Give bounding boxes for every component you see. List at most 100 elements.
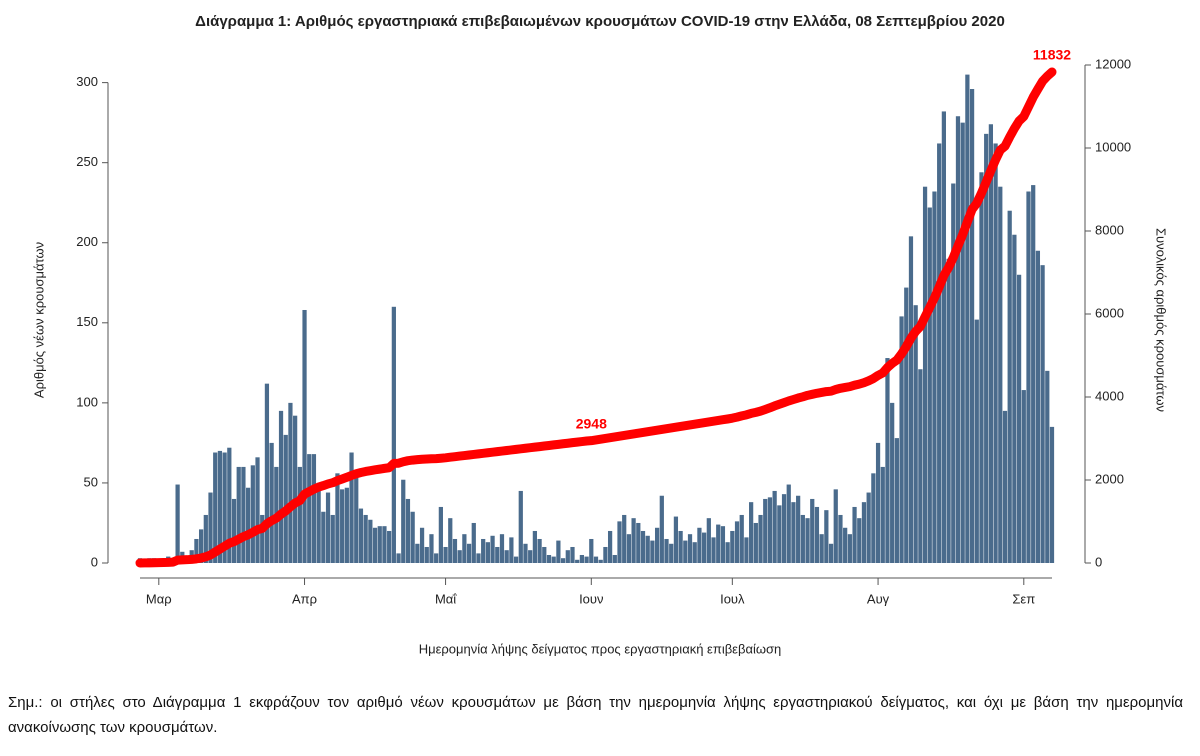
- bar: [843, 527, 848, 563]
- bar: [753, 522, 758, 563]
- y2-tick-label: 0: [1095, 554, 1102, 569]
- bar: [927, 207, 932, 563]
- bar: [457, 550, 462, 563]
- bar: [791, 502, 796, 563]
- bar: [1040, 265, 1045, 563]
- bar: [434, 553, 439, 563]
- bar: [1049, 426, 1055, 563]
- y-axis-label: Αριθμός νέων κρουσμάτων: [31, 242, 46, 398]
- bar: [213, 452, 218, 563]
- bar: [419, 527, 425, 563]
- bar: [692, 542, 697, 563]
- bar: [951, 183, 956, 563]
- bar: [965, 74, 970, 563]
- bar: [579, 554, 585, 563]
- y-tick-label: 0: [91, 554, 98, 569]
- bar: [556, 540, 561, 563]
- bar: [711, 537, 716, 563]
- bar: [330, 514, 335, 563]
- bar: [537, 538, 542, 563]
- bar: [669, 543, 674, 563]
- bar: [236, 466, 241, 563]
- x-tick-label: Ιουν: [579, 591, 603, 606]
- bar: [476, 553, 481, 563]
- bar: [231, 498, 237, 563]
- bar: [396, 553, 401, 563]
- bar: [885, 358, 890, 563]
- bar: [217, 450, 223, 563]
- bar: [913, 305, 918, 563]
- bar: [664, 538, 669, 563]
- bar: [852, 506, 857, 563]
- bar: [833, 489, 838, 563]
- bar: [749, 502, 754, 563]
- bar: [847, 534, 852, 563]
- bar: [1016, 274, 1022, 563]
- bar: [448, 518, 453, 563]
- bar: [203, 514, 208, 563]
- bar: [1026, 191, 1031, 564]
- bar: [532, 530, 538, 563]
- bar: [767, 497, 773, 563]
- bar: [452, 538, 458, 563]
- bar: [499, 534, 505, 563]
- bar: [509, 537, 514, 563]
- bar: [387, 530, 392, 563]
- bar: [622, 514, 627, 563]
- bar: [307, 454, 312, 563]
- bar: [777, 505, 782, 563]
- bar: [1035, 250, 1041, 563]
- bar: [363, 514, 368, 563]
- bar: [255, 457, 260, 563]
- bar: [410, 511, 415, 563]
- bar: [659, 495, 664, 563]
- y2-tick-label: 10000: [1095, 139, 1131, 154]
- bar: [575, 559, 580, 563]
- bar: [349, 452, 354, 563]
- bar: [551, 556, 556, 563]
- bar: [687, 534, 693, 563]
- bar: [866, 492, 871, 563]
- bar: [598, 559, 603, 563]
- bar: [796, 495, 801, 563]
- bar: [810, 498, 815, 563]
- bar: [702, 532, 707, 563]
- bar: [278, 410, 284, 563]
- y2-tick-label: 8000: [1095, 222, 1124, 237]
- bar: [481, 538, 486, 563]
- bar: [1021, 390, 1026, 563]
- y-tick-label: 150: [76, 314, 98, 329]
- y-tick-label: 300: [76, 74, 98, 89]
- chart: Διάγραμμα 1: Αριθμός εργαστηριακά επιβεβ…: [31, 13, 1168, 656]
- y-tick-label: 100: [76, 394, 98, 409]
- bar: [1045, 370, 1050, 563]
- bar: [466, 543, 472, 563]
- bar: [683, 540, 688, 563]
- bar: [998, 186, 1003, 563]
- bar: [424, 546, 429, 563]
- bar: [1012, 234, 1017, 563]
- bar: [894, 438, 899, 563]
- bar: [654, 527, 660, 563]
- bar: [937, 143, 942, 564]
- bar: [358, 508, 364, 563]
- bar: [198, 529, 204, 563]
- bar: [401, 479, 406, 563]
- y2-tick-label: 4000: [1095, 388, 1124, 403]
- bar: [194, 538, 199, 563]
- bar: [824, 510, 829, 563]
- x-tick-label: Απρ: [292, 591, 317, 606]
- x-tick-label: Μαρ: [146, 591, 172, 606]
- bar: [227, 447, 232, 563]
- bar: [607, 530, 613, 563]
- bar: [570, 546, 575, 563]
- bar: [800, 514, 805, 563]
- x-tick-label: Αυγ: [867, 591, 890, 606]
- bar: [269, 442, 274, 563]
- x-tick-label: Μαΐ: [435, 591, 457, 606]
- bar: [875, 442, 881, 563]
- bar: [899, 316, 904, 563]
- bar: [344, 487, 349, 563]
- bar: [838, 514, 843, 563]
